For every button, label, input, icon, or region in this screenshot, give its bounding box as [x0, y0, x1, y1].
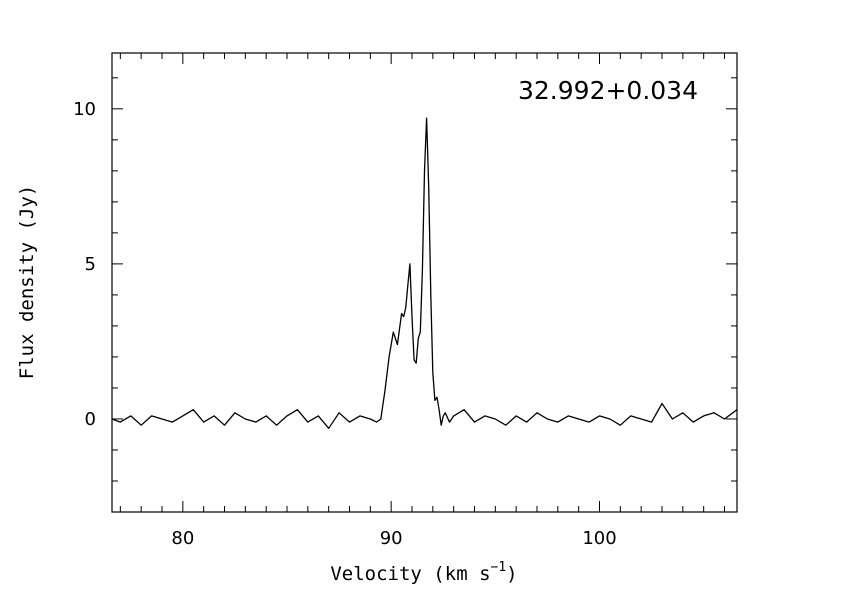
x-tick-label: 100: [582, 528, 616, 549]
y-axis-label: Flux density (Jy): [16, 185, 38, 379]
x-tick-label: 90: [380, 528, 403, 549]
plot-frame: [111, 52, 738, 513]
y-tick-label: 0: [85, 409, 96, 430]
x-axis-label: Velocity (km s−1): [330, 560, 517, 585]
x-axis-label-superscript: −1: [491, 560, 507, 575]
spectrum-line: [111, 117, 738, 429]
tick-marks: [112, 53, 737, 513]
y-tick-label: 10: [73, 99, 96, 120]
source-annotation: 32.992+0.034: [518, 76, 698, 105]
tick-labels: 80 90 100 0 5 10: [73, 99, 617, 549]
x-axis-label-close: ): [506, 563, 517, 585]
x-tick-label: 80: [171, 528, 194, 549]
x-axis-label-text: Velocity (km s: [330, 563, 490, 585]
y-tick-label: 5: [85, 254, 96, 275]
